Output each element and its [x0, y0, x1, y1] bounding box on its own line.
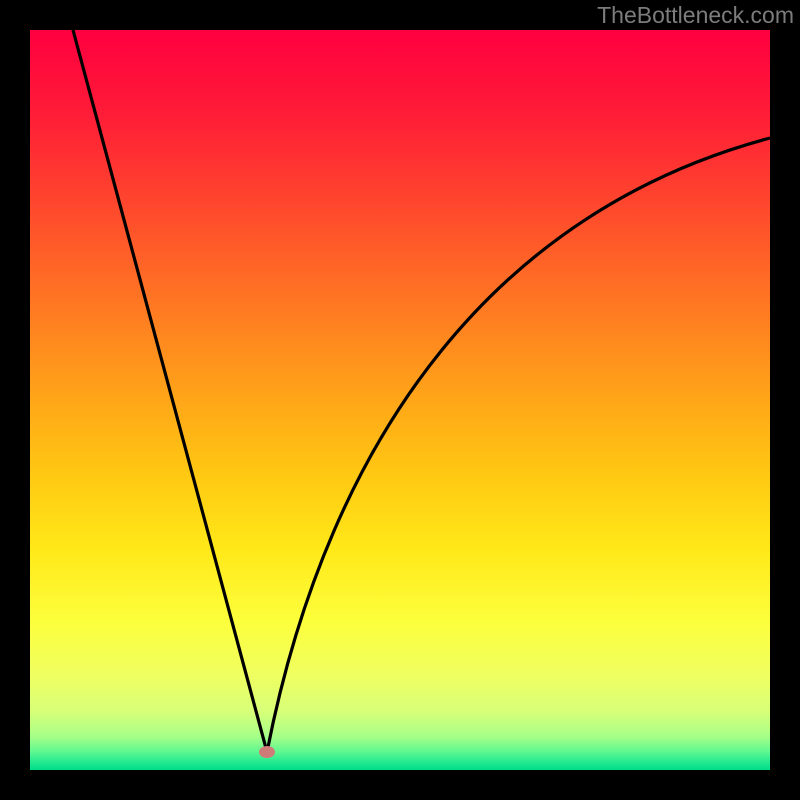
curve-left-branch	[73, 30, 267, 752]
plot-area	[30, 30, 770, 770]
chart-container: TheBottleneck.com	[0, 0, 800, 800]
curve-right-branch	[267, 138, 770, 752]
bottleneck-curve	[0, 0, 800, 800]
watermark-text: TheBottleneck.com	[597, 2, 794, 29]
minimum-marker	[259, 746, 275, 758]
